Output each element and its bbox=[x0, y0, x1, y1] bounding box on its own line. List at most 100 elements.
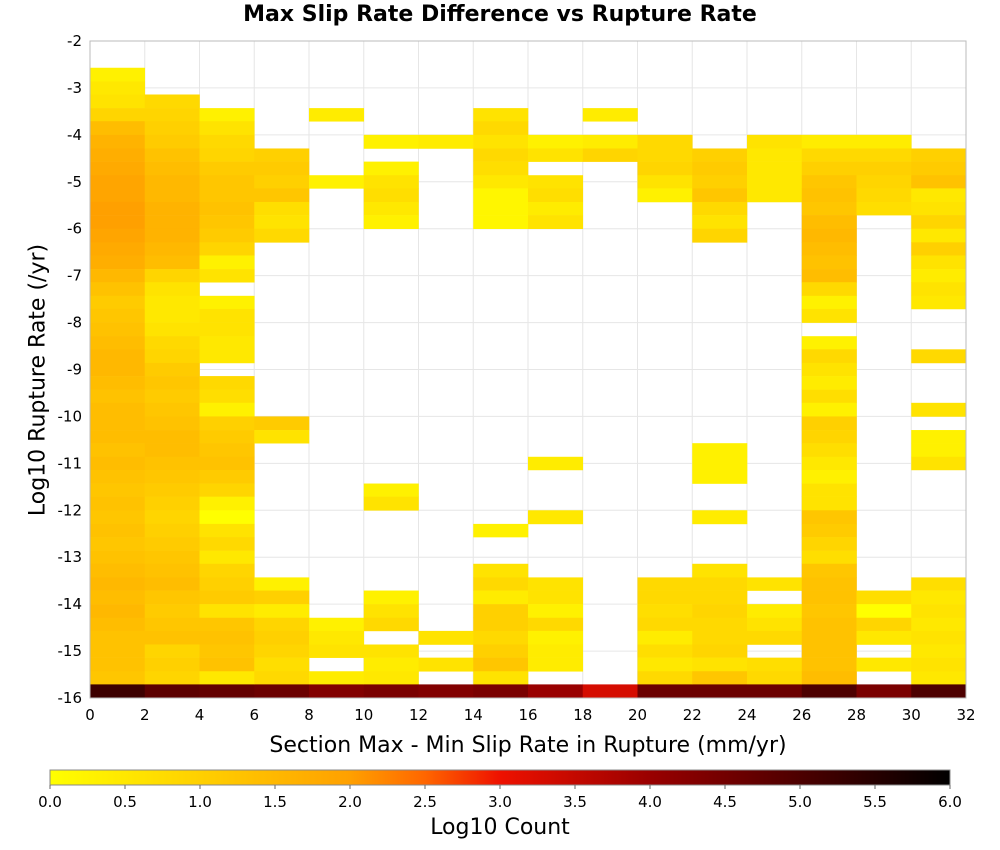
heatmap-cell bbox=[692, 590, 748, 605]
heatmap-cell bbox=[199, 684, 255, 699]
heatmap-cell bbox=[911, 604, 967, 619]
heatmap-cell bbox=[90, 483, 146, 497]
heatmap-cell bbox=[144, 228, 200, 243]
heatmap-cell bbox=[911, 201, 967, 216]
heatmap-cell bbox=[801, 362, 857, 377]
heatmap-cell bbox=[856, 590, 912, 605]
heatmap-cell bbox=[911, 617, 967, 632]
heatmap-cell bbox=[199, 630, 255, 645]
heatmap-cell bbox=[637, 577, 693, 591]
heatmap-cell bbox=[528, 577, 584, 591]
heatmap-cell bbox=[199, 617, 255, 632]
heatmap-cell bbox=[801, 684, 857, 699]
x-tick-label: 0 bbox=[85, 706, 95, 724]
heatmap-cell bbox=[801, 577, 857, 591]
heatmap-cell bbox=[144, 430, 200, 444]
heatmap-cell bbox=[473, 175, 529, 189]
x-tick-label: 30 bbox=[902, 706, 921, 724]
heatmap-cell bbox=[90, 456, 146, 471]
heatmap-cell bbox=[801, 523, 857, 538]
x-tick-label: 6 bbox=[249, 706, 259, 724]
heatmap-cell bbox=[254, 590, 310, 605]
heatmap-cell bbox=[199, 563, 255, 578]
heatmap-cell bbox=[747, 604, 803, 619]
heatmap-cell bbox=[801, 308, 857, 323]
heatmap-cell bbox=[144, 188, 200, 203]
heatmap-cell bbox=[473, 563, 529, 578]
heatmap-cell bbox=[528, 148, 584, 162]
heatmap-cell bbox=[528, 456, 584, 471]
colorbar-tick-label: 2.0 bbox=[338, 793, 362, 811]
heatmap-cell bbox=[254, 604, 310, 619]
y-tick-label: -2 bbox=[67, 32, 82, 50]
heatmap-cell bbox=[473, 617, 529, 632]
heatmap-cell bbox=[692, 563, 748, 578]
heatmap-cell bbox=[144, 148, 200, 162]
colorbar-tick-label: 3.5 bbox=[563, 793, 587, 811]
heatmap-cell bbox=[911, 242, 967, 256]
heatmap-cell bbox=[254, 430, 310, 444]
heatmap-cell bbox=[144, 523, 200, 538]
heatmap-cell bbox=[747, 671, 803, 685]
x-tick-label: 10 bbox=[354, 706, 373, 724]
colorbar-tick-label: 4.5 bbox=[713, 793, 737, 811]
heatmap-cell bbox=[911, 349, 967, 364]
heatmap-cell bbox=[692, 148, 748, 162]
heatmap-cell bbox=[747, 577, 803, 591]
heatmap-cell bbox=[473, 161, 529, 176]
heatmap-cell bbox=[856, 188, 912, 203]
heatmap-cell bbox=[856, 175, 912, 189]
heatmap-cell bbox=[144, 336, 200, 350]
heatmap-cell bbox=[528, 134, 584, 149]
heatmap-cell bbox=[911, 644, 967, 658]
colorbar-tick-label: 3.0 bbox=[488, 793, 512, 811]
heatmap-cell bbox=[856, 617, 912, 632]
heatmap-cell bbox=[747, 630, 803, 645]
heatmap-cell bbox=[199, 577, 255, 591]
heatmap-cell bbox=[144, 349, 200, 364]
colorbar-tick-label: 1.0 bbox=[188, 793, 212, 811]
y-tick-label: -15 bbox=[58, 642, 83, 660]
heatmap-cell bbox=[637, 161, 693, 176]
heatmap-cell bbox=[144, 269, 200, 283]
heatmap-cell bbox=[911, 671, 967, 685]
colorbar-ticks: 0.0 0.5 1.0 1.5 2.0 2.5 3.0 3.5 4.0 4.5 5.0 5.5 6.0 bbox=[38, 785, 962, 811]
y-tick-label: -13 bbox=[58, 548, 83, 566]
x-axis-ticks: 0 2 4 6 8 10 12 14 16 18 20 22 24 26 28 30 32 bbox=[85, 706, 975, 724]
heatmap-cell bbox=[473, 108, 529, 122]
heatmap-cell bbox=[363, 684, 419, 699]
heatmap-cell bbox=[801, 416, 857, 431]
heatmap-cell bbox=[199, 389, 255, 404]
heatmap-cell bbox=[528, 510, 584, 525]
heatmap-cell bbox=[144, 295, 200, 310]
heatmap-cell bbox=[692, 175, 748, 189]
heatmap-cell bbox=[692, 577, 748, 591]
heatmap-cell bbox=[801, 134, 857, 149]
heatmap-cell bbox=[637, 644, 693, 658]
heatmap-cell bbox=[856, 161, 912, 176]
heatmap-cell bbox=[90, 134, 146, 149]
heatmap-cell bbox=[801, 148, 857, 162]
heatmap-cell bbox=[473, 577, 529, 591]
x-tick-label: 12 bbox=[409, 706, 428, 724]
heatmap-cell bbox=[692, 201, 748, 216]
heatmap-cell bbox=[90, 295, 146, 310]
heatmap-cell bbox=[473, 523, 529, 538]
heatmap-cell bbox=[801, 617, 857, 632]
colorbar-tick-label: 5.0 bbox=[788, 793, 812, 811]
heatmap-cell bbox=[473, 590, 529, 605]
y-tick-label: -6 bbox=[67, 220, 82, 238]
heatmap-cell bbox=[144, 671, 200, 685]
heatmap-cell bbox=[90, 443, 146, 458]
heatmap-cell bbox=[199, 349, 255, 364]
heatmap-cell bbox=[90, 308, 146, 323]
heatmap-cell bbox=[90, 671, 146, 685]
heatmap-cell bbox=[199, 644, 255, 658]
x-tick-label: 24 bbox=[737, 706, 756, 724]
heatmap-cell bbox=[363, 590, 419, 605]
heatmap-cell bbox=[144, 402, 200, 417]
heatmap-cell bbox=[911, 577, 967, 591]
heatmap-cell bbox=[90, 228, 146, 243]
heatmap-cell bbox=[199, 201, 255, 216]
heatmap-cell bbox=[911, 456, 967, 471]
